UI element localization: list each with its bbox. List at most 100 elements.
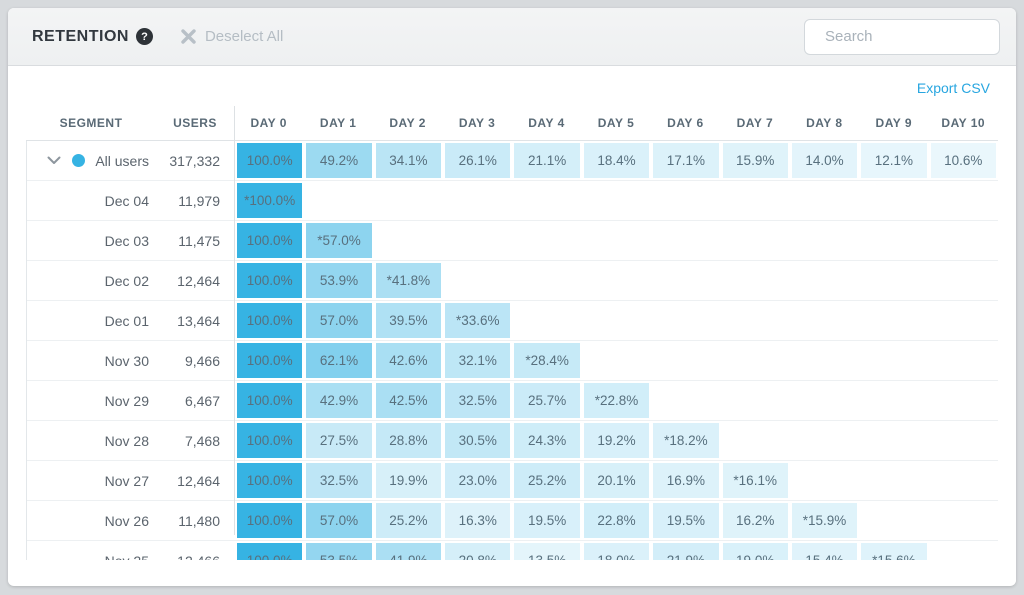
retention-cell[interactable]: *16.1% — [722, 463, 788, 498]
retention-cell[interactable]: 18.4% — [583, 143, 650, 178]
retention-cell[interactable]: 16.9% — [653, 463, 719, 498]
retention-cell[interactable]: 32.5% — [306, 463, 372, 498]
retention-cell[interactable]: 16.3% — [445, 503, 511, 538]
retention-cell[interactable]: 100.0% — [237, 383, 303, 418]
search-input[interactable] — [823, 27, 1016, 46]
table-viewport[interactable]: All users 317,332 100.0% 49.2% 34.1% 26.1% 21.… — [26, 141, 998, 560]
retention-cell[interactable]: 19.5% — [514, 503, 580, 538]
export-csv-link[interactable]: Export CSV — [916, 80, 990, 96]
retention-cell[interactable]: 53.9% — [306, 263, 372, 298]
segment-label[interactable]: Dec 03 — [104, 232, 149, 249]
retention-cell[interactable]: 20.8% — [445, 543, 511, 560]
retention-cell[interactable]: 42.5% — [375, 383, 442, 418]
retention-cell[interactable]: 62.1% — [306, 343, 372, 378]
retention-cell[interactable]: 17.1% — [653, 143, 719, 178]
retention-cell[interactable]: *15.6% — [861, 543, 927, 560]
retention-cell[interactable]: 16.2% — [722, 503, 788, 538]
table-row: Dec 02 12,464 100.0% 53.9% *41.8% — [27, 261, 998, 301]
help-icon[interactable]: ? — [135, 28, 153, 45]
retention-cell[interactable]: 25.7% — [514, 383, 580, 418]
retention-cell[interactable]: 24.3% — [514, 423, 580, 458]
segment-label[interactable]: Nov 28 — [104, 432, 149, 449]
segment-cell[interactable]: All users — [27, 141, 157, 180]
retention-cell[interactable]: 39.5% — [375, 303, 442, 338]
retention-cell[interactable]: 53.5% — [306, 543, 372, 560]
retention-cell[interactable]: 22.8% — [583, 503, 650, 538]
segment-cell[interactable]: Nov 29 — [27, 381, 157, 420]
retention-cell[interactable]: 100.0% — [237, 303, 303, 338]
retention-cell[interactable]: 10.6% — [930, 143, 996, 178]
retention-cell[interactable]: 100.0% — [237, 463, 303, 498]
retention-cell[interactable]: *41.8% — [375, 263, 442, 298]
users-count: 317,332 — [169, 152, 220, 169]
retention-cell[interactable]: 25.2% — [375, 503, 442, 538]
retention-cell[interactable]: 15.9% — [722, 143, 788, 178]
retention-cell[interactable]: 100.0% — [237, 543, 303, 560]
retention-cell[interactable]: 15.4% — [791, 543, 858, 560]
retention-cell[interactable]: *100.0% — [237, 183, 303, 218]
retention-cell[interactable]: *18.2% — [653, 423, 719, 458]
retention-cell[interactable]: 27.5% — [306, 423, 372, 458]
segment-cell[interactable]: Dec 03 — [27, 221, 157, 260]
retention-cell[interactable]: *15.9% — [791, 503, 858, 538]
segment-cell[interactable]: Dec 04 — [27, 181, 157, 220]
search-box[interactable] — [804, 18, 1016, 55]
segment-label[interactable]: Dec 04 — [104, 192, 149, 209]
retention-cell[interactable]: 100.0% — [237, 423, 303, 458]
chevron-down-icon[interactable] — [47, 156, 61, 165]
segment-label[interactable]: Nov 30 — [104, 352, 149, 369]
retention-cell[interactable]: 19.9% — [375, 463, 442, 498]
segment-cell[interactable]: Nov 30 — [27, 341, 157, 380]
segment-label[interactable]: Nov 27 — [104, 472, 149, 489]
retention-cell[interactable]: 100.0% — [237, 143, 303, 178]
retention-cell[interactable]: 12.1% — [861, 143, 927, 178]
retention-cell[interactable]: 30.5% — [445, 423, 511, 458]
segment-label[interactable]: Nov 29 — [104, 392, 149, 409]
segment-cell[interactable]: Nov 28 — [27, 421, 157, 460]
retention-cell[interactable]: 49.2% — [306, 143, 372, 178]
retention-cell[interactable]: 100.0% — [237, 263, 303, 298]
retention-cell[interactable]: *57.0% — [306, 223, 372, 258]
retention-cell[interactable]: 20.1% — [583, 463, 650, 498]
retention-cell[interactable]: 19.2% — [583, 423, 650, 458]
retention-cell[interactable]: 19.5% — [653, 503, 719, 538]
retention-cell[interactable]: 18.0% — [583, 543, 650, 560]
empty-cell — [931, 263, 996, 298]
retention-cell[interactable]: 57.0% — [306, 303, 372, 338]
retention-cell[interactable]: 28.8% — [375, 423, 442, 458]
deselect-all-button[interactable]: Deselect All — [181, 28, 283, 45]
retention-cell[interactable]: 100.0% — [237, 223, 303, 258]
segment-cell[interactable]: Dec 01 — [27, 301, 157, 340]
retention-cell[interactable]: 21.1% — [514, 143, 580, 178]
retention-cell[interactable]: 57.0% — [306, 503, 372, 538]
retention-cell[interactable]: 13.5% — [514, 543, 580, 560]
retention-cell[interactable]: 100.0% — [237, 503, 303, 538]
retention-cell[interactable]: 25.2% — [514, 463, 580, 498]
retention-cell[interactable]: *22.8% — [583, 383, 650, 418]
retention-cell[interactable]: 23.0% — [445, 463, 511, 498]
retention-cell[interactable]: 100.0% — [237, 343, 303, 378]
segment-label[interactable]: Dec 02 — [104, 272, 149, 289]
retention-cell[interactable]: 26.1% — [445, 143, 511, 178]
segment-label[interactable]: All users — [95, 152, 149, 169]
segment-cell[interactable]: Nov 27 — [27, 461, 157, 500]
segment-cell[interactable]: Dec 02 — [27, 261, 157, 300]
retention-cell[interactable]: *28.4% — [514, 343, 580, 378]
retention-cell[interactable]: 34.1% — [375, 143, 442, 178]
table-row: Dec 04 11,979 *100.0% — [27, 181, 998, 221]
segment-label[interactable]: Nov 26 — [104, 512, 149, 529]
segment-cell[interactable]: Nov 26 — [27, 501, 157, 540]
table-row: Nov 26 11,480 100.0% 57.0% 25.2% 16.3% 19.5% 22… — [27, 501, 998, 541]
retention-cell[interactable]: *33.6% — [445, 303, 511, 338]
retention-cell[interactable]: 41.9% — [375, 543, 442, 560]
segment-cell[interactable]: Nov 25 — [27, 541, 157, 561]
retention-cell[interactable]: 32.1% — [445, 343, 511, 378]
retention-cell[interactable]: 14.0% — [791, 143, 858, 178]
retention-cell[interactable]: 42.9% — [306, 383, 372, 418]
retention-cell[interactable]: 21.9% — [653, 543, 719, 560]
segment-label[interactable]: Dec 01 — [104, 312, 149, 329]
retention-cell[interactable]: 42.6% — [375, 343, 442, 378]
segment-label[interactable]: Nov 25 — [105, 553, 149, 561]
retention-cell[interactable]: 32.5% — [445, 383, 511, 418]
retention-cell[interactable]: 19.0% — [722, 543, 788, 560]
